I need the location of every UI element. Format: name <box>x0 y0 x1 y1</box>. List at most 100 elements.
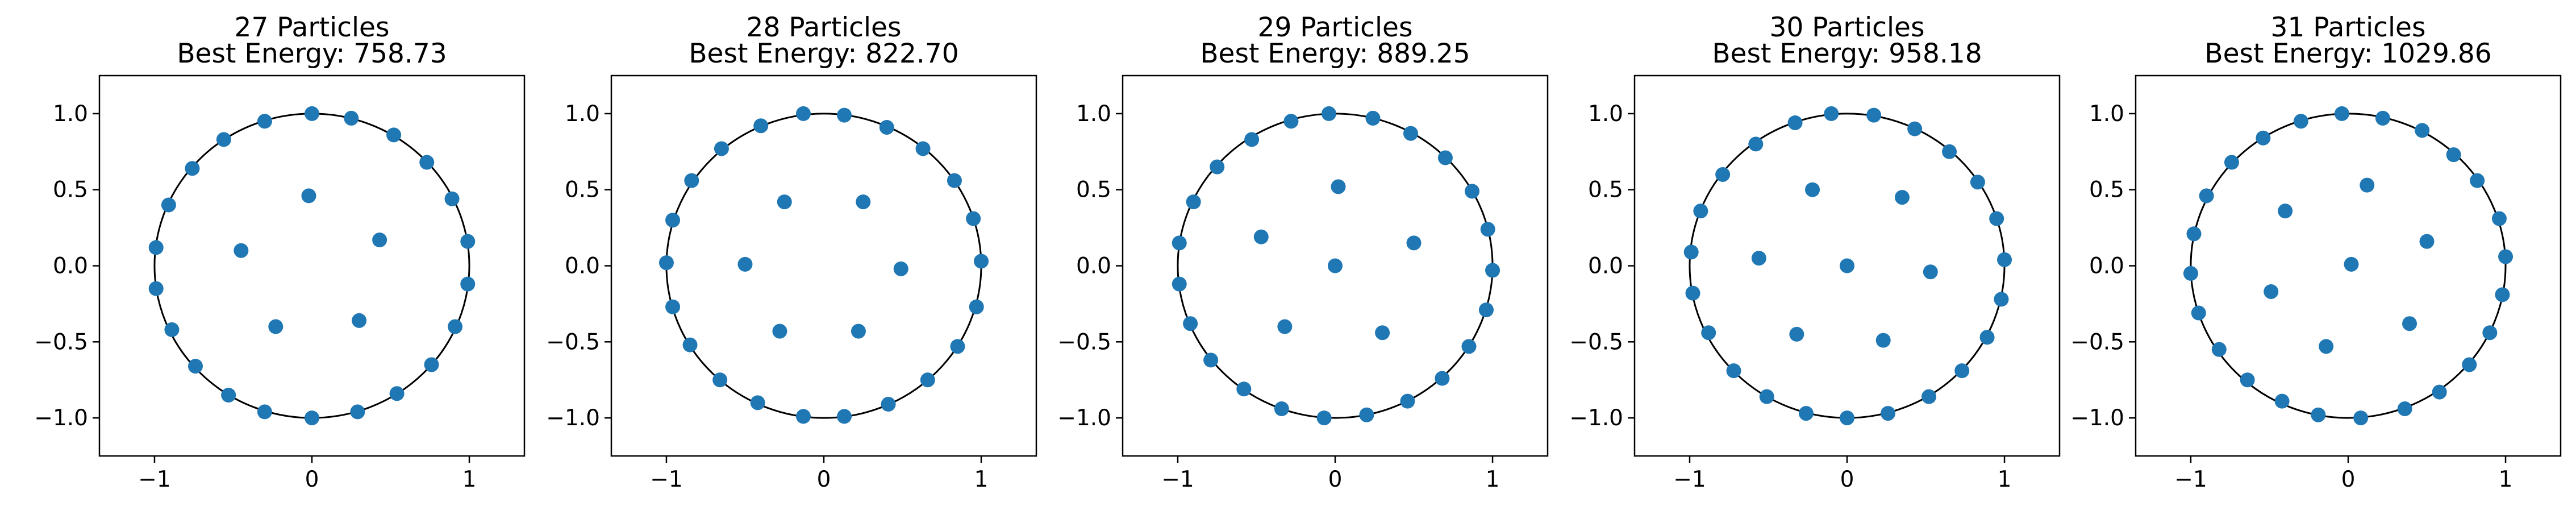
y-tick-label: 1.0 <box>2089 101 2124 127</box>
chart-title: 29 Particles <box>1258 12 1413 43</box>
x-tick-label: −1 <box>1673 467 1706 492</box>
chart-title: 31 Particles <box>2271 12 2426 43</box>
particle-point <box>1359 407 1374 422</box>
particle-point <box>837 107 852 123</box>
particle-point <box>2482 325 2498 341</box>
particle-point <box>1328 258 1343 273</box>
chart-subtitle: Best Energy: 1029.86 <box>2204 38 2491 69</box>
particle-point <box>2183 266 2198 281</box>
particle-point <box>1994 292 2009 307</box>
particle-point <box>1403 126 1418 141</box>
particle-point <box>2274 393 2290 409</box>
y-tick-label: 0.5 <box>53 177 88 203</box>
particle-point <box>772 323 787 339</box>
y-tick-label: 0.5 <box>565 177 600 203</box>
particle-point <box>1701 325 1716 341</box>
particle-point <box>448 319 463 334</box>
y-tick-label: 0.5 <box>1588 177 1623 203</box>
particle-point <box>2491 211 2507 226</box>
particle-point <box>879 119 894 135</box>
particle-point <box>969 299 984 314</box>
particle-point <box>2402 316 2417 331</box>
particle-point <box>460 276 476 292</box>
particle-point <box>1715 167 1731 182</box>
y-tick-label: 0.5 <box>2089 177 2124 203</box>
particle-point <box>1277 319 1293 334</box>
x-tick-label: 0 <box>2341 467 2356 492</box>
particle-point <box>1203 352 1219 368</box>
particle-point <box>1759 389 1774 404</box>
x-tick-label: 0 <box>817 467 831 492</box>
particle-point <box>684 173 699 188</box>
particle-point <box>2311 407 2326 422</box>
particle-point <box>1321 106 1336 121</box>
particle-point <box>1970 175 1985 190</box>
particle-point <box>1798 406 1814 421</box>
x-tick-label: 1 <box>1998 467 2012 492</box>
particle-point <box>1748 136 1764 152</box>
chart-title: 30 Particles <box>1770 12 1925 43</box>
particle-point <box>750 395 765 410</box>
particle-point <box>1186 194 1201 210</box>
particle-point <box>737 256 753 272</box>
particle-point <box>2419 234 2435 249</box>
particle-point <box>2432 384 2447 400</box>
particle-point <box>389 386 405 401</box>
particle-point <box>893 261 908 276</box>
y-tick-label: 1.0 <box>1588 101 1623 127</box>
particle-point <box>1787 115 1803 130</box>
particle-point <box>148 240 164 255</box>
particle-point <box>1921 389 1937 404</box>
particle-point <box>257 404 272 420</box>
particle-point <box>665 213 681 228</box>
chart-subtitle: Best Energy: 889.25 <box>1200 38 1470 69</box>
x-tick-label: 1 <box>1486 467 1500 492</box>
particle-point <box>2344 256 2359 272</box>
particle-point <box>1406 235 1422 251</box>
particle-point <box>221 387 236 403</box>
particle-point <box>777 194 792 210</box>
particle-point <box>1789 326 1804 342</box>
particle-point <box>1685 285 1700 301</box>
particle-point <box>2224 155 2239 170</box>
y-tick-label: 0.5 <box>1076 177 1111 203</box>
particle-point <box>350 404 365 420</box>
particle-point <box>1894 190 1910 205</box>
particle-point <box>234 243 249 258</box>
particle-point <box>2375 110 2390 126</box>
particle-point <box>2498 249 2514 264</box>
particle-point <box>444 191 460 206</box>
particle-point <box>2360 177 2375 193</box>
particle-point <box>305 410 319 426</box>
particle-point <box>2191 305 2206 321</box>
particle-point <box>2470 173 2485 188</box>
chart-title: 27 Particles <box>235 12 390 43</box>
particle-point <box>2462 357 2477 372</box>
particle-point <box>161 197 176 213</box>
boundary-circle <box>665 113 982 419</box>
y-tick-label: 1.0 <box>53 101 88 127</box>
particle-point <box>1881 406 1896 421</box>
particle-point <box>1683 244 1699 260</box>
particle-point <box>1989 211 2004 226</box>
particle-point <box>1726 363 1741 379</box>
particle-point <box>1244 132 1260 147</box>
particle-point <box>1997 252 2012 267</box>
particle-point <box>714 141 729 156</box>
particle-point <box>712 372 728 388</box>
particle-point <box>1824 106 1839 121</box>
particle-point <box>268 319 284 334</box>
particle-point <box>2199 188 2214 204</box>
particle-point <box>950 339 965 354</box>
particle-point <box>352 313 367 328</box>
particle-point <box>1435 371 1450 386</box>
particle-point <box>2264 284 2279 299</box>
particle-point <box>2211 342 2227 357</box>
y-tick-label: 0.0 <box>53 254 88 279</box>
particle-point <box>1400 393 1415 409</box>
y-tick-label: 1.0 <box>565 101 600 127</box>
particle-point <box>1907 121 1923 136</box>
